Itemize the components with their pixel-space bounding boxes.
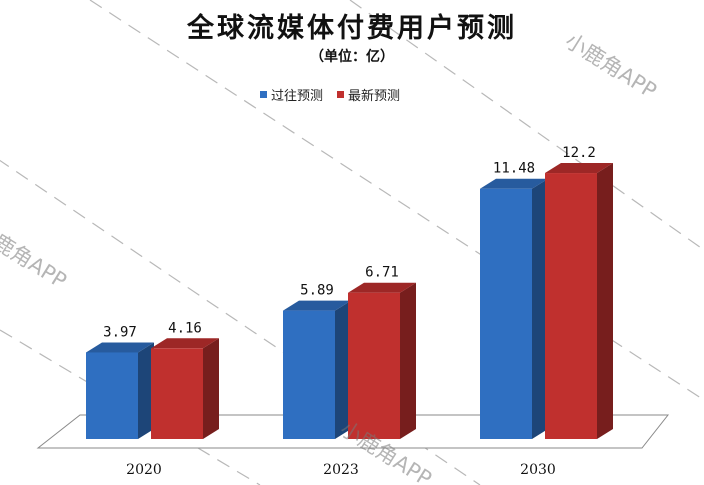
chart-title: 全球流媒体付费用户预测 (187, 13, 517, 44)
legend-label-latest: 最新预测 (348, 88, 401, 104)
legend-swatch-latest (337, 90, 345, 98)
bar-top-2030-0 (480, 178, 548, 189)
bar-top-2030-1 (545, 163, 613, 174)
x-tick-label-2020: 2020 (126, 462, 162, 478)
bar-side-2030-0 (532, 178, 548, 439)
bar-2030-latest (545, 173, 597, 440)
bar-2030-past (480, 188, 532, 439)
bar-2023-latest (348, 292, 400, 439)
bar-side-2030-1 (597, 163, 613, 440)
bar-side-2020-0 (138, 342, 154, 439)
legend-item-latest: 最新预测 (337, 85, 400, 104)
data-label-2030-1: 12.2 (562, 145, 596, 161)
data-label-2030-0: 11.48 (493, 161, 535, 177)
legend-swatch-past (260, 90, 267, 98)
watermark-line-2 (349, 0, 704, 251)
bar-top-2023-1 (348, 282, 416, 293)
legend-item-past: 过往预测 (260, 85, 323, 104)
chart-legend: 过往预测 最新预测 (260, 85, 400, 104)
x-tick-label-2030: 2030 (520, 462, 556, 478)
bar-2020-past (86, 352, 138, 439)
data-label-2020-1: 4.16 (168, 320, 202, 336)
watermark-line-1 (0, 159, 481, 485)
bar-top-2020-1 (151, 338, 219, 349)
bar-2020-latest (151, 348, 203, 439)
bar-2023-past (283, 310, 335, 439)
chart-subtitle: （单位：亿） (310, 49, 394, 65)
bar-top-2020-0 (86, 342, 154, 353)
data-label-2023-0: 5.89 (300, 283, 334, 299)
bar-side-2020-1 (203, 338, 219, 439)
bar-side-2023-0 (335, 300, 351, 439)
bar-side-2023-1 (400, 282, 416, 439)
data-label-2023-1: 6.71 (365, 265, 399, 281)
data-label-2020-0: 3.97 (103, 324, 137, 340)
bar-top-2023-0 (283, 300, 351, 311)
x-tick-label-2023: 2023 (323, 462, 359, 478)
legend-label-past: 过往预测 (271, 88, 324, 104)
